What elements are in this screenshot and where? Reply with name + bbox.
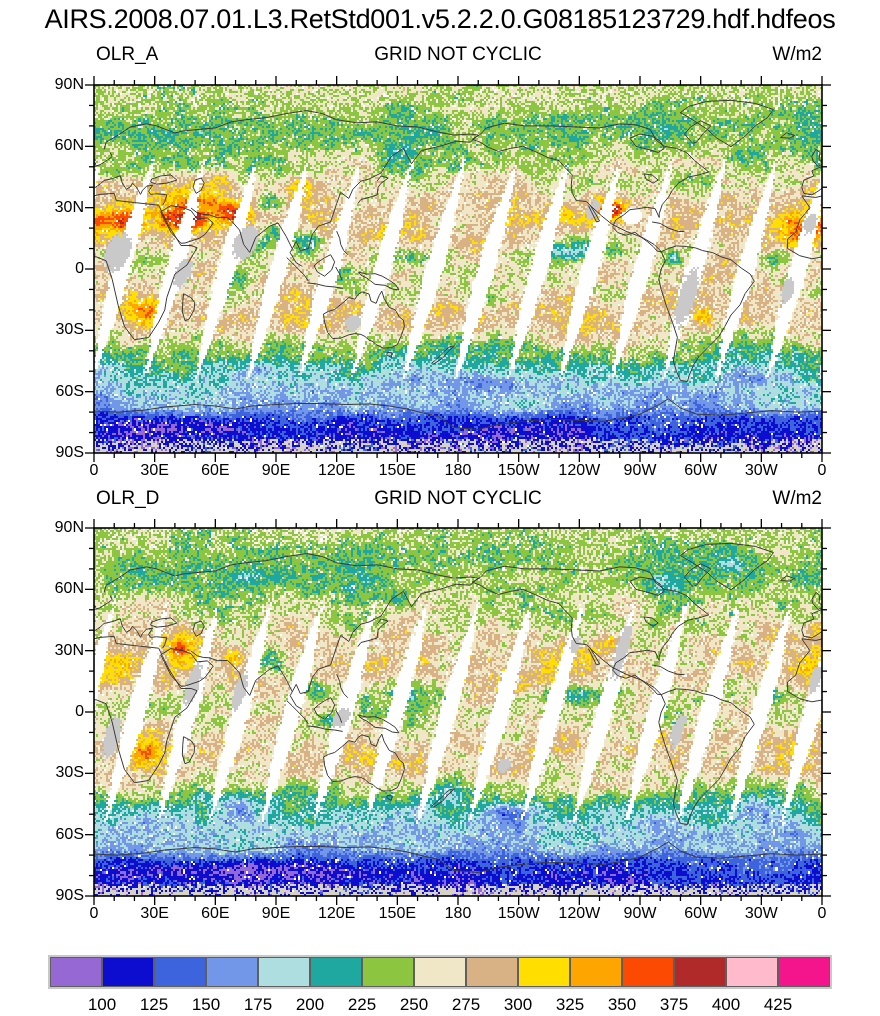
x-tick-label: 0: [89, 462, 99, 479]
panel-a-units-label: W/m2: [772, 44, 822, 65]
y-tick-label: 60S: [55, 825, 84, 843]
figure-title: AIRS.2008.07.01.L3.RetStd001.v5.2.2.0.G0…: [44, 4, 836, 34]
y-tick-label: 30N: [54, 641, 84, 659]
x-tick-label: 30W: [744, 905, 778, 922]
y-tick-label: 30S: [55, 764, 84, 782]
colorbar-segment: [622, 957, 674, 987]
x-tick-label: 60W: [684, 905, 718, 922]
colorbar-tick-label: 300: [503, 995, 533, 1014]
x-tick-label: 120E: [317, 462, 356, 479]
y-tick-label: 60S: [55, 382, 84, 400]
x-tick-label: 90E: [261, 905, 291, 922]
map-plot-olr-a: 0 30E 60E 90E 120E 150E 180 150W 120W 90W 60W 30W 0 9…: [55, 76, 831, 479]
y-tick-label: 90N: [54, 76, 84, 93]
colorbar-tick-label: 175: [243, 995, 273, 1014]
colorbar-segment: [518, 957, 570, 987]
y-tick-label: 0: [75, 260, 84, 277]
x-tick-label: 150W: [497, 905, 540, 922]
x-tick-label: 60W: [684, 462, 718, 479]
y-tick-label: 90S: [55, 887, 84, 904]
x-tick-label: 0: [817, 462, 827, 479]
x-tick-label: 0: [817, 905, 827, 922]
x-tick-label: 150E: [378, 462, 417, 479]
x-tick-label: 60E: [201, 905, 230, 922]
y-tick-label: 90S: [55, 444, 84, 461]
colorbar-segment: [154, 957, 206, 987]
colorbar: 100 125 150 175 200 225 250 275 300 325 350 375 400 4…: [48, 955, 832, 1014]
panel-d-variable-label: OLR_D: [96, 488, 160, 509]
colorbar-segment: [466, 957, 518, 987]
colorbar-segment: [414, 957, 466, 987]
colorbar-segment: [258, 957, 310, 987]
panel-d-center-title: GRID NOT CYCLIC: [374, 488, 542, 509]
y-tick-label: 60N: [54, 580, 84, 598]
colorbar-segment: [362, 957, 414, 987]
colorbar-segment: [50, 957, 102, 987]
y-tick-label: 90N: [54, 519, 84, 536]
colorbar-tick-label: 225: [347, 995, 377, 1014]
colorbar-tick-label: 325: [555, 995, 585, 1014]
panel-olr-a-header: OLR_A GRID NOT CYCLIC W/m2: [94, 44, 822, 66]
colorbar-tick-label: 275: [451, 995, 481, 1014]
panel-a-center-title: GRID NOT CYCLIC: [374, 44, 542, 65]
y-tick-label: 30N: [54, 198, 84, 216]
x-tick-label: 150W: [497, 462, 540, 479]
map-canvas-olr-d: [94, 528, 822, 896]
x-tick-label: 30E: [140, 462, 169, 479]
colorbar-tick-label: 425: [763, 995, 793, 1014]
x-tick-label: 90W: [623, 462, 657, 479]
x-tick-label: 150E: [378, 905, 417, 922]
colorbar-tick-label: 150: [191, 995, 221, 1014]
x-tick-label: 120W: [558, 905, 601, 922]
panel-d-units-label: W/m2: [772, 488, 822, 509]
colorbar-segment: [206, 957, 258, 987]
x-tick-label: 0: [89, 905, 99, 922]
colorbar-segment: [726, 957, 778, 987]
colorbar-tick-label: 375: [659, 995, 689, 1014]
y-tick-label: 30S: [55, 321, 84, 339]
x-tick-label: 120E: [317, 905, 356, 922]
x-tick-label: 30W: [744, 462, 778, 479]
colorbar-swatches: [48, 955, 832, 989]
colorbar-segment: [778, 957, 830, 987]
colorbar-segment: [674, 957, 726, 987]
panel-a-variable-label: OLR_A: [96, 44, 159, 65]
colorbar-tick-label: 400: [711, 995, 741, 1014]
y-tick-label: 0: [75, 703, 84, 720]
x-tick-label: 30E: [140, 905, 169, 922]
colorbar-segment: [310, 957, 362, 987]
y-tick-label: 60N: [54, 137, 84, 155]
colorbar-tick-label: 250: [399, 995, 429, 1014]
colorbar-tick-label: 350: [607, 995, 637, 1014]
colorbar-tick-label: 100: [87, 995, 117, 1014]
colorbar-tick-label: 200: [295, 995, 325, 1014]
map-canvas-olr-a: [94, 85, 822, 453]
map-plot-olr-d: 0 30E 60E 90E 120E 150E 180 150W 120W 90W 60W 30W 0 9…: [55, 519, 831, 922]
colorbar-segment: [102, 957, 154, 987]
panel-olr-d-header: OLR_D GRID NOT CYCLIC W/m2: [94, 488, 822, 510]
x-tick-label: 90W: [623, 905, 657, 922]
x-tick-label: 180: [444, 462, 472, 479]
x-tick-label: 120W: [558, 462, 601, 479]
x-tick-label: 180: [444, 905, 472, 922]
colorbar-segment: [570, 957, 622, 987]
colorbar-tick-label: 125: [139, 995, 169, 1014]
x-tick-label: 90E: [261, 462, 291, 479]
x-tick-label: 60E: [201, 462, 230, 479]
